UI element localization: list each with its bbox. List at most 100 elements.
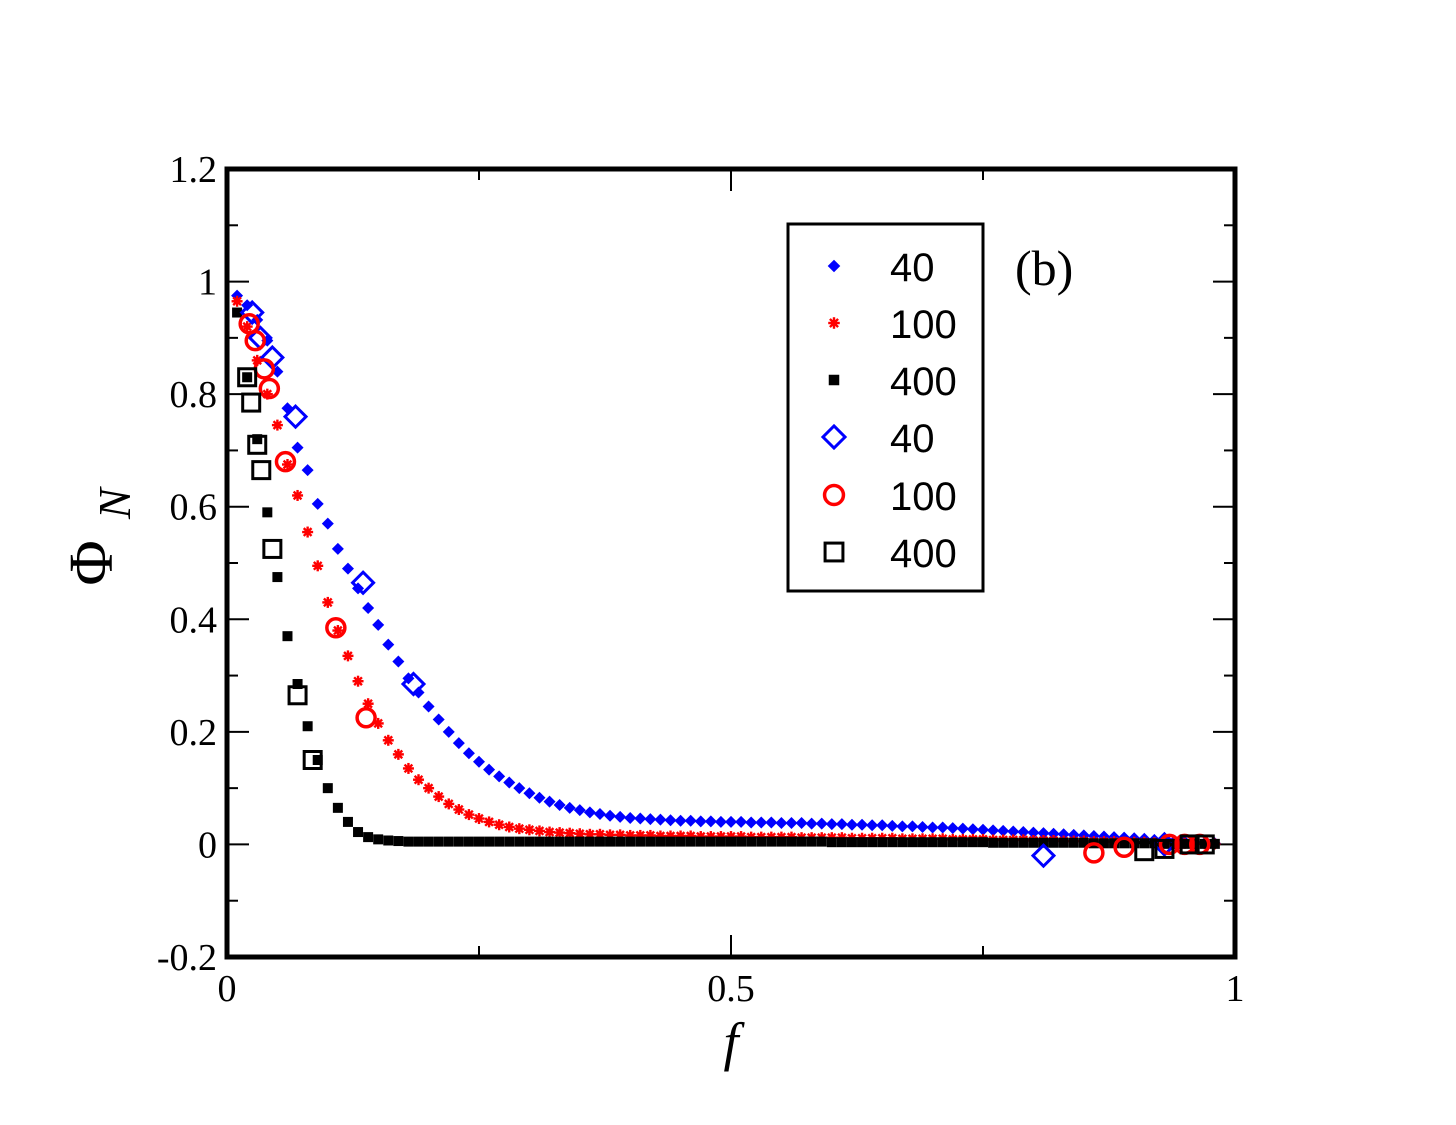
data-point (231, 295, 243, 307)
y-tick-label: 0.8 (170, 374, 218, 416)
data-point (553, 799, 566, 812)
legend-label: 400 (890, 360, 957, 404)
data-point (614, 810, 627, 823)
data-point (1078, 837, 1089, 848)
data-point (957, 837, 968, 848)
data-point (252, 434, 263, 445)
data-point (998, 837, 1009, 848)
data-point (462, 747, 475, 760)
data-point (433, 791, 445, 803)
data-point (342, 650, 354, 662)
data-point (956, 822, 969, 835)
data-point (272, 572, 283, 583)
x-tick-label: 1 (1226, 968, 1245, 1010)
data-point (1113, 836, 1135, 858)
data-point (674, 814, 687, 827)
data-point (877, 837, 888, 848)
data-point (514, 836, 525, 847)
data-point (1008, 837, 1019, 848)
markers-group (231, 289, 1221, 869)
data-point (443, 836, 454, 847)
data-point (301, 464, 314, 477)
data-point (332, 802, 343, 813)
data-point (1199, 838, 1210, 849)
data-point (422, 700, 435, 713)
data-point (615, 836, 626, 847)
data-point (342, 816, 353, 827)
data-point (291, 441, 304, 454)
data-point (655, 836, 666, 847)
data-point (239, 299, 265, 326)
legend-items: 40 100 400 40 100 400 (820, 246, 957, 576)
data-point (402, 762, 414, 774)
y-tick-label: 0.4 (170, 599, 218, 641)
data-point (474, 836, 484, 847)
data-point (302, 750, 323, 770)
data-point (927, 837, 938, 848)
data-point (916, 820, 929, 833)
data-point (977, 823, 989, 836)
data-point (856, 818, 869, 831)
data-point (1194, 834, 1215, 855)
data-point (271, 419, 283, 431)
data-point (332, 625, 344, 637)
legend-label: 100 (890, 303, 957, 347)
data-point (341, 562, 354, 575)
legend-marker (827, 259, 841, 273)
data-point (564, 836, 575, 847)
data-point (544, 836, 555, 847)
data-point (583, 806, 596, 819)
data-point (564, 827, 576, 839)
y-tick-label: 0.2 (170, 712, 218, 754)
data-point (866, 819, 879, 832)
data-point (1038, 837, 1049, 848)
data-point (1030, 843, 1057, 869)
data-point (534, 836, 545, 847)
data-point (1129, 838, 1140, 849)
data-point (644, 813, 657, 826)
data-point (400, 671, 427, 697)
legend-box (786, 222, 985, 593)
x-tick-label: 0.5 (707, 968, 755, 1010)
data-point (604, 809, 617, 822)
data-point (282, 631, 293, 642)
data-point (947, 837, 958, 848)
data-point (453, 836, 464, 847)
data-point (573, 804, 586, 817)
data-point (442, 725, 455, 738)
data-point (232, 307, 243, 318)
data-point (504, 836, 515, 847)
data-point (857, 837, 868, 848)
data-point (786, 836, 797, 847)
data-point (684, 814, 697, 827)
data-point (574, 836, 585, 847)
y-tick-label: -0.2 (157, 937, 217, 979)
data-point (241, 392, 262, 413)
data-point (412, 686, 425, 699)
data-point (473, 813, 485, 825)
data-point (463, 809, 475, 821)
data-point (835, 818, 848, 831)
data-point (887, 837, 898, 848)
data-point (322, 596, 334, 608)
data-point (237, 367, 258, 388)
data-point (635, 836, 646, 847)
data-point (352, 675, 364, 687)
data-point (795, 817, 808, 830)
data-point (746, 836, 757, 847)
data-point (594, 828, 606, 840)
data-point (645, 836, 656, 847)
data-point (392, 655, 405, 668)
data-point (755, 816, 768, 829)
data-point (1179, 838, 1190, 849)
data-point (372, 618, 385, 631)
data-point (867, 837, 878, 848)
data-point (785, 817, 798, 830)
x-tick-label: 0 (218, 968, 237, 1010)
legend-marker (828, 374, 840, 386)
data-point (876, 819, 889, 832)
legend-marker (820, 423, 848, 451)
data-point (423, 782, 435, 794)
data-point (1209, 838, 1220, 849)
data-point (584, 836, 595, 847)
